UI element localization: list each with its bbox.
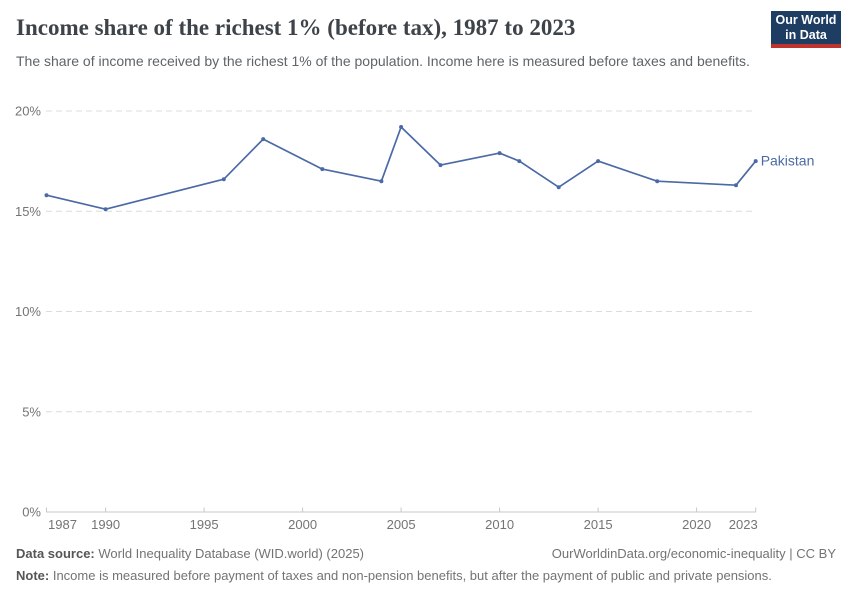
y-axis-label: 20% bbox=[15, 104, 41, 119]
data-source-text: World Inequality Database (WID.world) (2… bbox=[94, 546, 365, 561]
series-line[interactable] bbox=[46, 126, 757, 211]
owid-logo-line1: Our World bbox=[775, 13, 837, 27]
x-axis-label: 2023 bbox=[729, 517, 758, 532]
data-point[interactable] bbox=[261, 137, 266, 142]
data-point[interactable] bbox=[497, 151, 502, 156]
data-point[interactable] bbox=[379, 179, 384, 184]
data-point[interactable] bbox=[734, 183, 738, 188]
footer-note-label: Note: bbox=[16, 568, 50, 583]
line-chart[interactable]: 0% 5% 10% 15% 20% 1987 1990 1995 2000 2005 2010 201… bbox=[0, 95, 850, 540]
data-point[interactable] bbox=[221, 177, 226, 182]
data-point[interactable] bbox=[556, 185, 561, 190]
x-axis-label: 2010 bbox=[485, 517, 514, 532]
y-axis-label: 15% bbox=[15, 204, 41, 219]
x-axis-label: 2005 bbox=[387, 517, 416, 532]
data-point[interactable] bbox=[753, 159, 758, 164]
x-axis-label: 1995 bbox=[190, 517, 219, 532]
footer-note-text: Income is measured before payment of tax… bbox=[49, 568, 772, 583]
y-axis-label: 0% bbox=[22, 505, 41, 520]
data-point[interactable] bbox=[655, 179, 660, 184]
footer-note: Note: Income is measured before payment … bbox=[16, 568, 836, 583]
chart-subtitle: The share of income received by the rich… bbox=[16, 53, 750, 69]
data-point[interactable] bbox=[320, 167, 325, 172]
footer-link[interactable]: OurWorldinData.org/economic-inequality |… bbox=[551, 546, 836, 561]
data-point[interactable] bbox=[103, 207, 108, 212]
data-source-label: Data source: bbox=[16, 546, 95, 561]
y-axis-label: 5% bbox=[22, 404, 41, 419]
x-axis-label: 2000 bbox=[288, 517, 317, 532]
data-point[interactable] bbox=[399, 125, 404, 129]
x-axis-label: 1987 bbox=[48, 517, 77, 532]
y-axis-label: 10% bbox=[15, 304, 41, 319]
owid-logo-line2: in Data bbox=[785, 27, 827, 42]
page-title: Income share of the richest 1% (before t… bbox=[16, 15, 576, 40]
x-axis-label: 2015 bbox=[584, 517, 613, 532]
data-point[interactable] bbox=[596, 159, 601, 164]
data-source: Data source: World Inequality Database (… bbox=[16, 546, 364, 561]
x-axis-label: 1990 bbox=[91, 517, 120, 532]
owid-logo[interactable]: Our World in Data bbox=[771, 11, 841, 48]
series-label[interactable]: Pakistan bbox=[761, 153, 815, 169]
data-point[interactable] bbox=[517, 159, 522, 164]
data-point[interactable] bbox=[438, 163, 443, 168]
data-point[interactable] bbox=[44, 193, 49, 198]
x-axis-label: 2020 bbox=[682, 517, 711, 532]
